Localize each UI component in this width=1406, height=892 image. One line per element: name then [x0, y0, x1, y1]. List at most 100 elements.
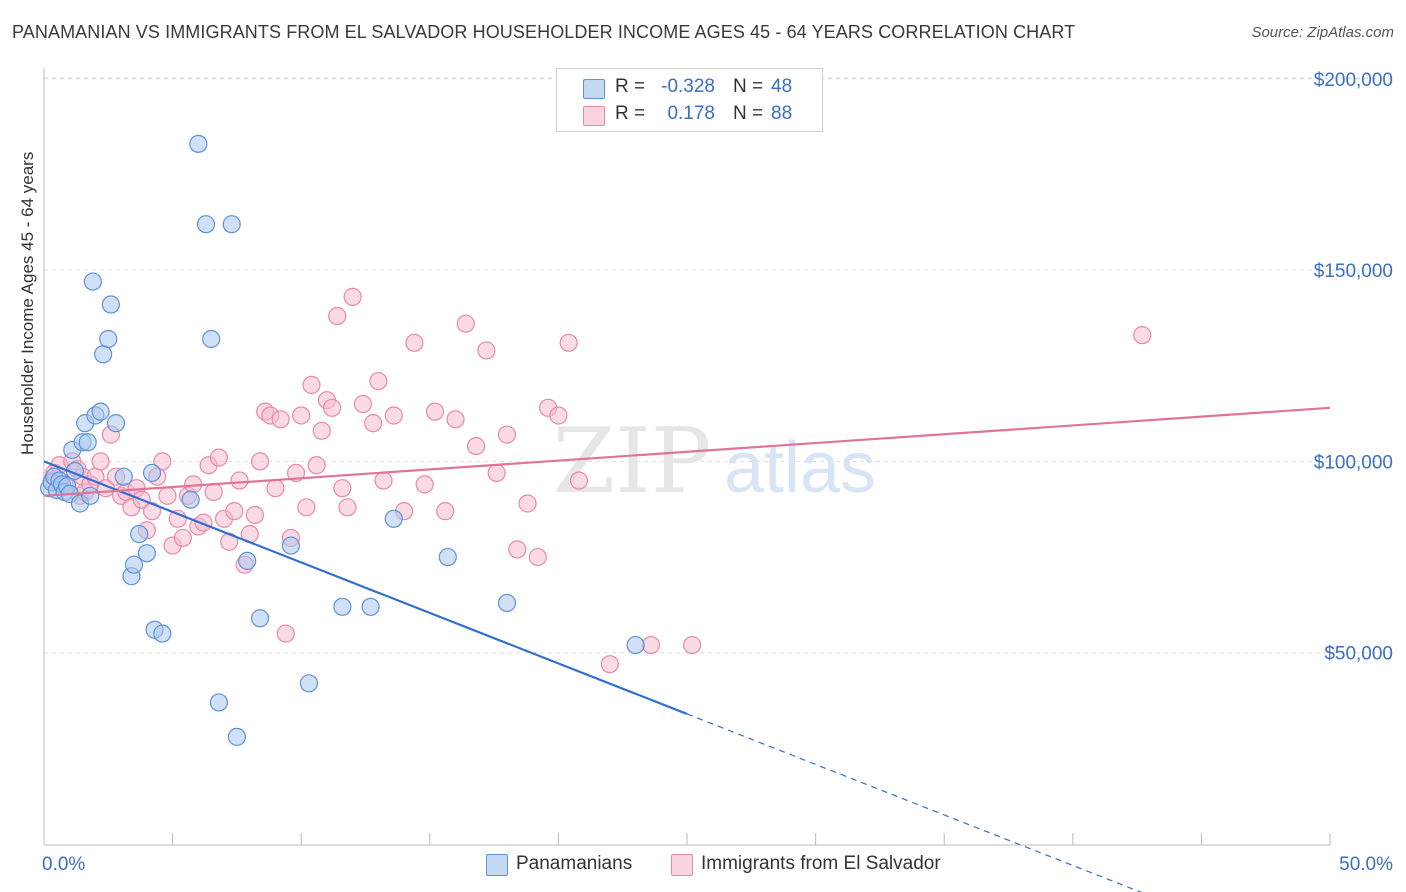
el-salvador-point: [250, 452, 270, 471]
panamanian-point: [124, 555, 144, 574]
panamanian-trend-line: [43, 460, 688, 715]
el-salvador-point: [297, 498, 316, 517]
panamanian-point: [333, 597, 352, 616]
el-salvador-point: [266, 479, 285, 498]
bottom-legend-swatch-pink: [671, 854, 693, 876]
panamanian-point: [78, 433, 97, 452]
el-salvador-point: [549, 406, 568, 425]
el-salvador-point: [487, 463, 506, 482]
panamanian-point: [101, 295, 120, 314]
legend-r-label: R =: [615, 76, 646, 97]
panamanian-point: [299, 674, 319, 693]
panamanian-point: [91, 402, 110, 421]
el-salvador-point: [456, 314, 475, 333]
panamanian-point: [202, 329, 221, 349]
legend-r-label: R =: [615, 103, 646, 124]
el-salvador-point: [276, 624, 295, 643]
x-tick-label: 0.0%: [42, 854, 85, 875]
el-salvador-point: [302, 375, 321, 394]
legend-row-el-salvador: R = 0.178 N = 88: [557, 103, 822, 127]
legend-swatch-pink: [583, 106, 605, 126]
panamanian-point: [142, 463, 162, 482]
legend-row-panamanians: R = -0.328 N = 48: [557, 76, 822, 100]
el-salvador-point: [683, 635, 702, 655]
el-salvador-point: [446, 410, 465, 429]
panamanian-point: [94, 345, 113, 364]
el-salvador-point: [405, 333, 424, 352]
el-salvador-point: [641, 635, 661, 655]
el-salvador-point: [497, 425, 517, 444]
legend-r-value: 0.178: [667, 103, 715, 124]
legend-n-label: N =: [733, 103, 764, 124]
y-tick-label: $100,000: [1314, 452, 1393, 473]
bottom-legend-label: Panamanians: [516, 853, 633, 874]
bottom-legend-swatch-blue: [486, 854, 508, 876]
panamanian-point: [227, 727, 246, 746]
legend-swatch-blue: [583, 79, 605, 99]
y-tick-label: $50,000: [1324, 644, 1393, 665]
el-salvador-point: [528, 547, 547, 567]
el-salvador-point: [374, 471, 393, 490]
el-salvador-point: [209, 448, 228, 467]
bottom-legend-label: Immigrants from El Salvador: [701, 853, 941, 874]
el-salvador-point: [569, 471, 589, 490]
el-salvador-point: [312, 421, 331, 440]
el-salvador-point: [369, 371, 388, 391]
legend-r-value: -0.328: [661, 76, 715, 97]
panamanian-point: [497, 593, 517, 613]
legend-n-value: 48: [771, 76, 793, 97]
legend-n-value: 88: [771, 103, 793, 124]
source-credit: Source: ZipAtlas.com: [1251, 24, 1394, 41]
el-salvador-point: [153, 452, 172, 471]
panamanian-point: [81, 486, 100, 505]
el-salvador-point: [415, 475, 434, 494]
el-salvador-point: [343, 287, 362, 306]
el-salvador-point: [225, 502, 244, 521]
panamanian-point: [384, 509, 403, 528]
panamanian-point: [281, 536, 301, 555]
panamanian-point: [181, 490, 200, 509]
el-salvador-point: [364, 414, 383, 433]
panamanian-point: [99, 329, 118, 349]
legend-n-label: N =: [733, 76, 764, 97]
panamanian-point: [189, 134, 208, 153]
panamanian-point: [130, 524, 149, 544]
el-salvador-point: [91, 452, 110, 471]
panamanian-point: [250, 609, 270, 628]
y-axis-label: Householder Income Ages 45 - 64 years: [18, 151, 37, 455]
panamanian-point: [361, 597, 380, 616]
el-salvador-point: [436, 502, 455, 521]
el-salvador-point: [204, 482, 223, 502]
el-salvador-point: [245, 505, 265, 525]
el-salvador-point: [600, 655, 619, 674]
y-tick-label: $150,000: [1314, 261, 1393, 282]
el-salvador-point: [158, 486, 177, 505]
panamanian-point: [196, 215, 216, 234]
panamanian-point: [114, 467, 133, 486]
panamanian-point: [83, 272, 102, 291]
el-salvador-point: [333, 479, 352, 498]
panamanian-point: [137, 544, 156, 563]
el-salvador-point: [271, 410, 290, 429]
panamanian-trend-extension: [686, 713, 1143, 892]
el-salvador-point: [173, 528, 192, 548]
el-salvador-point: [230, 471, 249, 490]
el-salvador-point: [425, 402, 445, 421]
el-salvador-point: [286, 463, 306, 482]
el-salvador-trend-line: [43, 406, 1331, 497]
el-salvador-point: [338, 498, 357, 517]
el-salvador-point: [292, 406, 311, 425]
el-salvador-point: [508, 540, 527, 559]
panamanian-point: [222, 215, 241, 234]
el-salvador-point: [322, 398, 342, 417]
panamanian-point: [438, 547, 457, 567]
panamanian-point: [209, 693, 228, 712]
el-salvador-point: [1133, 326, 1152, 345]
el-salvador-point: [559, 333, 578, 352]
watermark-zip: ZIP: [553, 409, 712, 514]
el-salvador-point: [466, 436, 486, 456]
x-tick-label: 50.0%: [1339, 854, 1393, 875]
panamanian-point: [153, 624, 172, 643]
el-salvador-point: [142, 502, 162, 521]
